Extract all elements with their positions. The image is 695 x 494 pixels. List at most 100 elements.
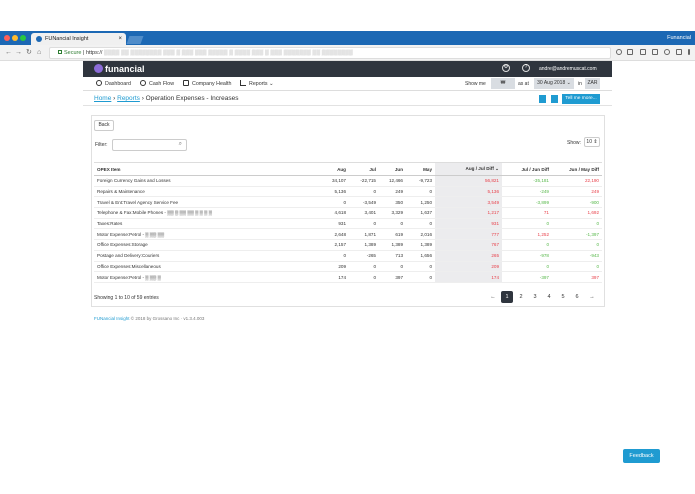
zoom-icon[interactable] [616, 49, 622, 55]
date-select[interactable]: 30 Aug 2018 ⌄ [534, 78, 574, 89]
pagination-page-4[interactable]: 4 [547, 294, 551, 300]
print-icon[interactable] [550, 94, 559, 104]
show-entries-select[interactable]: 10 ⇕ [584, 137, 600, 147]
company-health-icon [183, 80, 189, 86]
show-me-select[interactable]: ₩ [491, 78, 515, 89]
entries-info: Showing 1 to 10 of 59 entries [94, 295, 159, 301]
value-cell: -3,549 [349, 196, 379, 209]
address-bar[interactable]: Secure | https:// ▒▒▒▒ ▒▒ ▒▒▒▒▒▒▒▒ ▒▒▒ ▒… [49, 47, 611, 59]
filter-input[interactable]: ⌕ [112, 139, 187, 151]
value-cell: 931 [312, 218, 349, 230]
col-aug[interactable]: Aug [312, 162, 349, 176]
menu-reports[interactable]: Reports ⌄ [240, 80, 273, 88]
opex-item-cell: Taxes:Rates [94, 218, 312, 230]
menu-dashboard[interactable]: Dashboard [96, 80, 131, 88]
value-cell: -265 [349, 250, 379, 262]
col-opex-item[interactable]: OPEX Item [94, 162, 312, 176]
favicon-icon [36, 36, 42, 42]
bookmark-star-icon[interactable] [627, 49, 633, 55]
value-cell: 0 [312, 196, 349, 209]
maximize-window-icon[interactable] [20, 35, 26, 41]
forward-arrow-icon[interactable]: → [15, 49, 22, 56]
value-cell: 0 [349, 271, 379, 283]
reload-icon[interactable]: ↻ [26, 49, 32, 56]
in-label: in [578, 81, 582, 87]
value-cell: 1,389 [349, 239, 379, 251]
help-icon[interactable]: ? [522, 64, 530, 72]
pagination-page-5[interactable]: 5 [561, 294, 565, 300]
as-at-label: as at [518, 81, 529, 87]
pagination-page-3[interactable]: 3 [533, 294, 537, 300]
extension-icon[interactable] [652, 49, 658, 55]
breadcrumb-home[interactable]: Home [94, 95, 112, 102]
value-cell: 1,217 [435, 207, 502, 219]
value-cell: -3,899 [502, 196, 552, 209]
col-jul-jun-diff[interactable]: Jul / Jun Diff [502, 162, 552, 176]
menu-cash-flow[interactable]: Cash Flow [140, 80, 174, 88]
browser-tab[interactable]: FUNancial Insight × [31, 33, 126, 45]
footer-brand-link[interactable]: FUNancial Insight [94, 316, 130, 321]
close-window-icon[interactable] [4, 35, 10, 41]
menu-label: Reports ⌄ [249, 81, 274, 87]
opex-item-cell: Office Expenses:Storage [94, 239, 312, 251]
pagination-page-6[interactable]: 6 [575, 294, 579, 300]
col-aug-jul-diff[interactable]: Aug / Jul Diff ⌄ [435, 162, 502, 176]
lock-icon [58, 50, 62, 54]
table-row[interactable]: Office Expenses:Storage 2,157 1,389 1,389 1,… [94, 239, 602, 251]
table-row[interactable]: Foreign Currency Gains and Losses 34,107-… [94, 175, 602, 187]
feedback-button[interactable]: Feedback [623, 449, 660, 463]
pagination-next[interactable]: → [589, 294, 595, 300]
col-may[interactable]: May [406, 162, 435, 176]
close-tab-icon[interactable]: × [118, 36, 122, 42]
breadcrumb-bar [83, 91, 612, 106]
table-row[interactable]: Postage and Delivery:Couriers 0 -265 713 1,6… [94, 250, 602, 262]
user-email[interactable]: andre@andremuscat.com [539, 66, 597, 72]
cast-icon[interactable] [640, 49, 646, 55]
back-button[interactable]: Back [94, 120, 114, 131]
value-cell: 2,016 [406, 228, 435, 241]
value-cell: 0 [349, 186, 379, 198]
currency-select[interactable]: ZAR [585, 78, 600, 89]
export-icon[interactable] [538, 94, 547, 104]
table-row[interactable]: Motor Expense:Petrol - ▒ ▒▒ ▒ 174 0 397 0 174… [94, 271, 602, 283]
home-icon[interactable]: ⌂ [37, 49, 42, 56]
table-row[interactable]: Motor Expense:Petrol - ▒ ▒▒ ▒▒ 2,648 1,871… [94, 228, 602, 241]
col-jul[interactable]: Jul [349, 162, 379, 176]
pagination-prev[interactable]: ← [490, 294, 496, 300]
table-row[interactable]: Telephone & Fax:Mobile Phones - ▒▒ ▒ ▒▒ … [94, 207, 602, 219]
menu-bar [83, 77, 612, 91]
back-arrow-icon[interactable]: ← [5, 49, 12, 56]
settings-gear-icon[interactable]: ⚙ [502, 64, 510, 72]
value-cell: 5,136 [435, 186, 502, 198]
tell-me-more-button[interactable]: Tell me more... [562, 94, 600, 104]
pagination-page-2[interactable]: 2 [519, 294, 523, 300]
value-cell: 2,648 [312, 228, 349, 241]
minimize-window-icon[interactable] [12, 35, 18, 41]
brand-logo[interactable]: funancial [94, 63, 145, 75]
table-row[interactable]: Office Expenses:Miscellaneous 209 0 0 0 209 0 0 [94, 261, 602, 273]
table-row[interactable]: Repairs & Maintenance 5,136 0 249 0 5,136 -249… [94, 186, 602, 198]
value-cell: 0 [406, 218, 435, 230]
value-cell: -978 [502, 250, 552, 262]
menu-company-health[interactable]: Company Health [183, 80, 231, 88]
col-jun-may-diff[interactable]: Jun / May Diff [552, 162, 602, 176]
table-header-row: OPEX Item Aug Jul Jun May Aug / Jul Diff… [94, 162, 602, 176]
page-title: Operation Expenses - Increases [145, 95, 239, 102]
table-row[interactable]: Taxes:Rates 931 0 0 0 931 0 0 [94, 218, 602, 230]
value-cell: -900 [552, 196, 602, 209]
col-jun[interactable]: Jun [379, 162, 406, 176]
search-icon: ⌕ [178, 141, 182, 147]
opex-table: OPEX Item Aug Jul Jun May Aug / Jul Diff… [94, 162, 602, 283]
profile-name[interactable]: Funancial [667, 35, 691, 41]
new-tab-button[interactable] [126, 36, 144, 44]
value-cell: 3,401 [349, 207, 379, 219]
app-top-nav [83, 61, 612, 77]
menu-dots-icon[interactable] [688, 49, 690, 55]
value-cell: 0 [502, 239, 552, 251]
opex-item-cell: Postage and Delivery:Couriers [94, 250, 312, 262]
table-row[interactable]: Travel & Ent:Travel Agency Service Fee 0-… [94, 196, 602, 209]
breadcrumb-reports[interactable]: Reports [117, 95, 140, 102]
account-icon[interactable] [664, 49, 670, 55]
extension2-icon[interactable] [676, 49, 682, 55]
pagination-page-1[interactable]: 1 [501, 291, 513, 303]
